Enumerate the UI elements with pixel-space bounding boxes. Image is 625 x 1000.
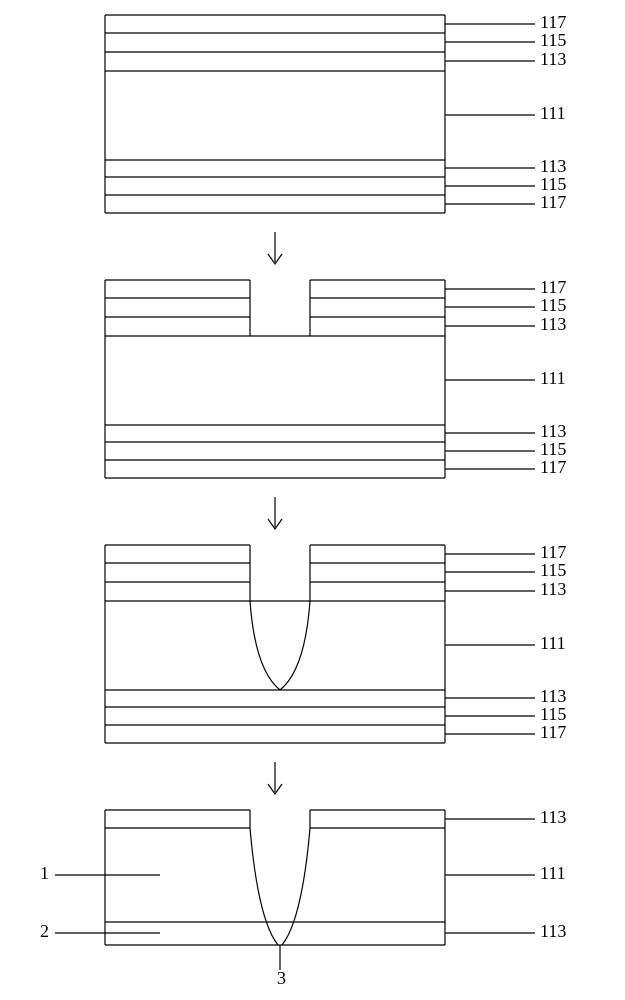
svg-text:113: 113 bbox=[540, 579, 566, 599]
svg-text:113: 113 bbox=[540, 314, 566, 334]
svg-text:111: 111 bbox=[540, 103, 566, 123]
svg-text:115: 115 bbox=[540, 560, 566, 580]
svg-text:111: 111 bbox=[540, 368, 566, 388]
svg-text:1: 1 bbox=[40, 863, 49, 883]
svg-text:111: 111 bbox=[540, 863, 566, 883]
svg-text:117: 117 bbox=[540, 722, 566, 742]
svg-text:115: 115 bbox=[540, 439, 566, 459]
svg-text:117: 117 bbox=[540, 12, 566, 32]
svg-text:117: 117 bbox=[540, 542, 566, 562]
svg-text:115: 115 bbox=[540, 30, 566, 50]
svg-text:115: 115 bbox=[540, 295, 566, 315]
svg-text:113: 113 bbox=[540, 49, 566, 69]
svg-text:117: 117 bbox=[540, 457, 566, 477]
process-flow-diagram: 1171151131111131151171171151131111131151… bbox=[0, 0, 625, 1000]
svg-text:113: 113 bbox=[540, 807, 566, 827]
svg-text:113: 113 bbox=[540, 921, 566, 941]
svg-text:115: 115 bbox=[540, 174, 566, 194]
svg-text:115: 115 bbox=[540, 704, 566, 724]
svg-text:111: 111 bbox=[540, 633, 566, 653]
svg-text:113: 113 bbox=[540, 156, 566, 176]
svg-text:3: 3 bbox=[277, 968, 286, 988]
svg-text:113: 113 bbox=[540, 686, 566, 706]
svg-text:117: 117 bbox=[540, 277, 566, 297]
svg-text:117: 117 bbox=[540, 192, 566, 212]
svg-text:2: 2 bbox=[40, 921, 49, 941]
svg-text:113: 113 bbox=[540, 421, 566, 441]
